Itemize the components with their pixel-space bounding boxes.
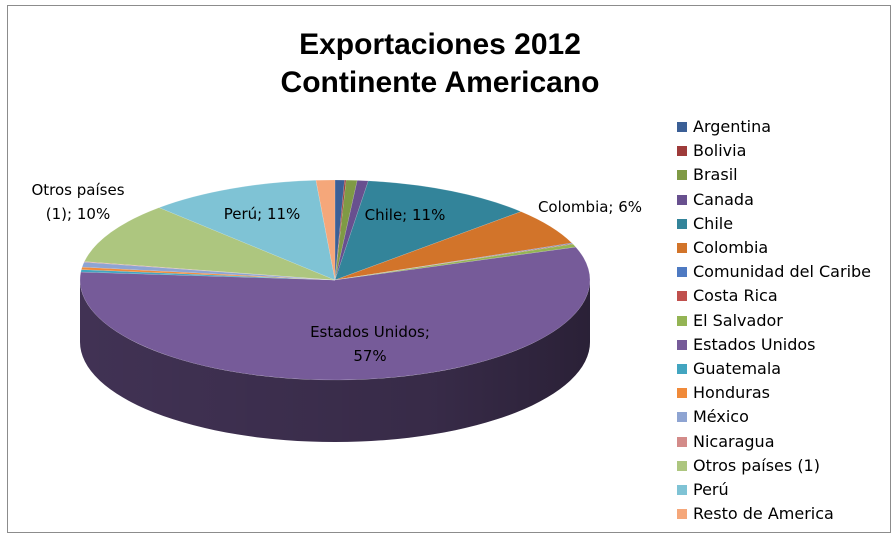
legend-item-peru: Perú (677, 478, 887, 502)
legend-label: Costa Rica (693, 286, 778, 306)
legend-label: Chile (693, 213, 734, 233)
data-label-chile: Chile; 11% (365, 206, 446, 224)
legend-swatch (677, 509, 687, 520)
pie-slice-resto-de-america (315, 179, 336, 281)
legend-swatch (677, 315, 687, 326)
legend-item-estados-unidos: Estados Unidos (677, 333, 887, 357)
pie-slice-colombia (334, 211, 573, 281)
legend-label: Estados Unidos (693, 334, 816, 354)
legend-label: Colombia (693, 238, 769, 258)
legend-swatch (677, 122, 687, 133)
pie-slice-guatemala (80, 269, 336, 281)
legend-item-bolivia: Bolivia (677, 139, 887, 163)
pie-slice-canada (334, 180, 369, 281)
legend-label: Otros países (1) (693, 455, 820, 475)
legend-label: Guatemala (693, 358, 782, 378)
legend-swatch (677, 388, 687, 399)
legend-item-canada: Canada (677, 188, 887, 212)
data-label-estados-unidos: 57% (353, 347, 386, 365)
chart-subtitle: Continente Americano (280, 66, 600, 99)
legend-label: Argentina (693, 117, 772, 137)
legend-item-chile: Chile (677, 212, 887, 236)
legend-label: México (693, 407, 749, 427)
chart-title: Exportaciones 2012 Continente Americano (230, 26, 650, 102)
pie-slice-otros-paises-1 (83, 207, 336, 281)
legend-swatch (677, 412, 687, 423)
pie-slice-costa-rica (334, 243, 574, 281)
legend-item-guatemala: Guatemala (677, 357, 887, 381)
legend-swatch (677, 267, 687, 278)
pie-slice-bolivia (334, 179, 347, 281)
legend-swatch (677, 194, 687, 205)
legend-swatch (677, 484, 687, 495)
legend-label: El Salvador (693, 310, 783, 330)
pie-wall-shading (80, 280, 590, 442)
legend-item-argentina: Argentina (677, 115, 887, 139)
pie-slice-chile (334, 180, 522, 281)
legend-label: Nicaragua (693, 431, 775, 451)
data-label-estados-unidos: Estados Unidos; (310, 323, 430, 341)
legend-item-nicaragua: Nicaragua (677, 429, 887, 453)
pie-side-walls (80, 280, 590, 442)
legend-swatch (677, 170, 687, 181)
legend-swatch (677, 363, 687, 374)
legend-item-resto-de-america: Resto de America (677, 502, 887, 526)
data-labels: Chile; 11% Colombia; 6% Estados Unidos; 57%… (31, 181, 642, 365)
pie-slice-el-salvador (334, 243, 577, 281)
legend-swatch (677, 460, 687, 471)
pie-slice-nicaragua (83, 261, 336, 281)
legend-swatch (677, 218, 687, 229)
legend-item-colombia: Colombia (677, 236, 887, 260)
legend-item-honduras: Honduras (677, 381, 887, 405)
legend-label: Perú (693, 479, 729, 499)
pie-slice-brasil (334, 179, 358, 281)
pie-slices (79, 179, 591, 381)
pie-slice-honduras (81, 266, 336, 281)
pie-slice-peru (158, 180, 336, 281)
data-label-otros-paises-1: (1); 10% (46, 205, 110, 223)
data-label-peru: Perú; 11% (224, 205, 301, 223)
legend-label: Resto de America (693, 504, 834, 524)
legend-swatch (677, 436, 687, 447)
legend-item-otros-paises-1: Otros países (1) (677, 454, 887, 478)
pie-slice-estados-unidos (79, 246, 591, 381)
legend-label: Comunidad del Caribe (693, 262, 872, 282)
legend-item-mexico: México (677, 405, 887, 429)
legend-label: Honduras (693, 383, 770, 403)
legend-label: Canada (693, 189, 754, 209)
legend-swatch (677, 243, 687, 254)
pie-slice-argentina (334, 179, 345, 281)
legend-label: Brasil (693, 165, 738, 185)
legend-swatch (677, 339, 687, 350)
legend-item-comunidad-del-caribe: Comunidad del Caribe (677, 260, 887, 284)
legend-item-el-salvador: El Salvador (677, 309, 887, 333)
data-label-otros-paises-1: Otros países (31, 181, 124, 199)
legend-swatch (677, 291, 687, 302)
chart-title-line-1: Exportaciones 2012 (299, 28, 581, 61)
legend-label: Bolivia (693, 141, 747, 161)
data-label-colombia: Colombia; 6% (538, 198, 642, 216)
pie-slice-mexico (81, 261, 336, 281)
legend-item-costa-rica: Costa Rica (677, 284, 887, 308)
legend-item-brasil: Brasil (677, 163, 887, 187)
chart-legend: Argentina Bolivia Brasil Canada Chile Colombi… (677, 115, 887, 526)
legend-swatch (677, 146, 687, 157)
